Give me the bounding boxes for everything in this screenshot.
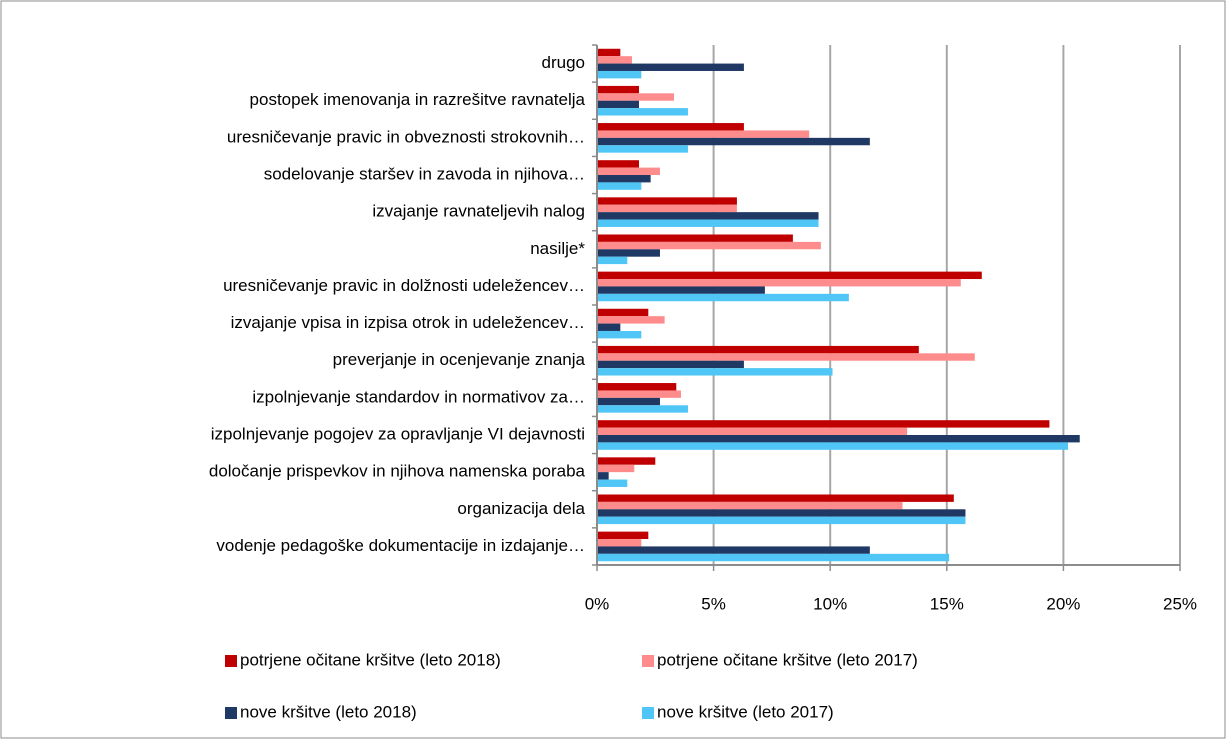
bar	[597, 457, 656, 465]
bar	[597, 256, 628, 265]
x-tick-label: 15%	[930, 594, 964, 613]
bar	[597, 479, 628, 487]
bar	[597, 420, 1050, 428]
bar	[597, 219, 819, 227]
y-tick-label: nasilje*	[530, 239, 585, 258]
bar	[597, 442, 1069, 450]
bar	[597, 175, 651, 183]
legend-swatch	[225, 655, 237, 667]
bar	[597, 100, 639, 109]
bar	[597, 397, 660, 406]
bar	[597, 405, 688, 413]
bar	[597, 123, 744, 131]
x-tick-label: 10%	[813, 594, 847, 613]
y-tick-label: določanje prispevkov in njihova namenska…	[209, 462, 586, 481]
y-tick-label: postopek imenovanja in razrešitve ravnat…	[250, 90, 586, 109]
bar	[597, 509, 966, 517]
bar	[597, 293, 849, 302]
y-tick-label: organizacija dela	[457, 499, 585, 518]
bar	[597, 204, 737, 213]
bar	[597, 271, 982, 280]
bar	[597, 160, 639, 168]
legend-swatch	[642, 707, 654, 719]
bar	[597, 553, 950, 562]
bar	[597, 234, 793, 242]
bar	[597, 546, 870, 554]
bar	[597, 279, 961, 287]
legend-label: nove kršitve (leto 2018)	[240, 702, 417, 721]
x-tick-label: 20%	[1046, 594, 1080, 613]
bar	[597, 345, 919, 354]
bar	[597, 427, 908, 435]
legend-label: potrjene očitane kršitve (leto 2017)	[657, 650, 918, 669]
bar	[597, 63, 744, 71]
y-tick-label: izpolnjevanje pogojev za opravljanje VI …	[211, 424, 585, 443]
bar	[597, 197, 737, 205]
bar	[597, 85, 639, 94]
bar	[597, 145, 688, 153]
x-tick-label: 0%	[585, 594, 610, 613]
bar	[597, 464, 635, 473]
bar	[597, 286, 765, 294]
bar	[597, 435, 1080, 443]
bar	[597, 539, 642, 547]
bar	[597, 472, 609, 480]
bar	[597, 390, 681, 398]
bar	[597, 353, 975, 361]
bar	[597, 330, 642, 339]
y-tick-label: uresničevanje pravic in dolžnosti udelež…	[223, 276, 585, 295]
y-tick-label: preverjanje in ocenjevanje znanja	[333, 350, 586, 369]
legend-swatch	[642, 655, 654, 667]
y-tick-label: izpolnjevanje standardov in normativov z…	[252, 387, 585, 406]
bar	[597, 368, 833, 376]
bar	[597, 241, 821, 250]
y-tick-label: vodenje pedagoške dokumentacije in izdaj…	[216, 536, 585, 555]
legend-swatch	[225, 707, 237, 719]
bar	[597, 316, 665, 324]
bar	[597, 48, 621, 57]
x-tick-label: 25%	[1163, 594, 1197, 613]
bar	[597, 182, 642, 190]
bar	[597, 212, 819, 220]
bar	[597, 108, 688, 116]
bar	[597, 70, 642, 79]
bar	[597, 516, 966, 525]
bar	[597, 494, 954, 502]
bar	[597, 531, 649, 540]
y-tick-label: sodelovanje staršev in zavoda in njihova…	[264, 164, 585, 183]
y-tick-label: izvajanje vpisa in izpisa otrok in udele…	[231, 313, 585, 332]
bar	[597, 323, 621, 331]
bar	[597, 93, 674, 101]
bar	[597, 308, 649, 317]
x-tick-label: 5%	[701, 594, 726, 613]
y-tick-label: uresničevanje pravic in obveznosti strok…	[227, 127, 585, 146]
legend-label: potrjene očitane kršitve (leto 2018)	[240, 650, 501, 669]
bar	[597, 360, 744, 369]
y-tick-label: drugo	[542, 53, 585, 72]
bar	[597, 501, 903, 510]
bar	[597, 130, 810, 138]
y-tick-label: izvajanje ravnateljevih nalog	[372, 202, 585, 221]
bar	[597, 137, 870, 146]
bar	[597, 167, 660, 175]
bar	[597, 249, 660, 257]
bar	[597, 56, 632, 64]
bar	[597, 383, 677, 391]
legend-label: nove kršitve (leto 2017)	[657, 702, 834, 721]
